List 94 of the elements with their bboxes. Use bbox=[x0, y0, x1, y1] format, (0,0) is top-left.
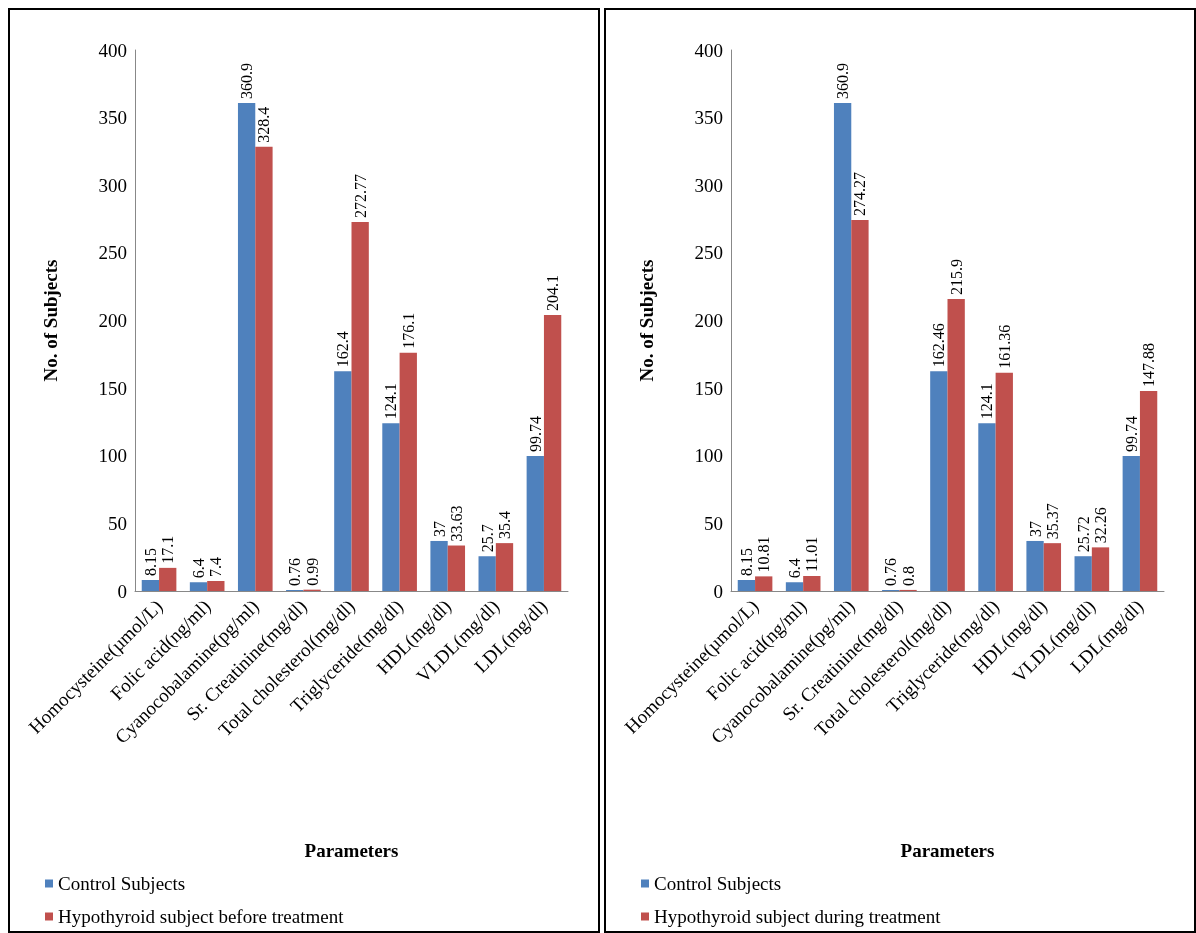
bar bbox=[478, 556, 496, 591]
data-label: 360.9 bbox=[238, 62, 256, 99]
y-tick-label: 150 bbox=[694, 377, 723, 399]
y-axis-title: No. of Subjects bbox=[636, 259, 657, 382]
bar bbox=[1139, 390, 1158, 591]
bar bbox=[930, 371, 948, 591]
bar bbox=[207, 580, 225, 591]
bar bbox=[237, 102, 256, 591]
bar bbox=[351, 222, 369, 591]
bar bbox=[1122, 456, 1140, 591]
bar bbox=[255, 146, 273, 591]
legend-label: Control Subjects bbox=[654, 873, 782, 894]
bar bbox=[785, 582, 804, 591]
bar bbox=[141, 579, 160, 591]
legend-label: Hypothyroid subject before treatment bbox=[58, 906, 345, 927]
y-tick-label: 350 bbox=[98, 107, 127, 129]
y-tick-label: 100 bbox=[694, 445, 723, 467]
bar bbox=[851, 220, 869, 591]
bar bbox=[995, 372, 1013, 591]
bar bbox=[159, 567, 177, 591]
data-label: 11.01 bbox=[803, 536, 821, 573]
bar bbox=[755, 576, 773, 591]
data-label: 10.81 bbox=[755, 536, 773, 573]
y-tick-label: 0 bbox=[713, 580, 723, 602]
data-label: 124.1 bbox=[382, 383, 400, 420]
data-label: 17.1 bbox=[159, 535, 177, 564]
data-label: 162.4 bbox=[334, 331, 352, 368]
y-tick-label: 400 bbox=[694, 39, 723, 61]
data-label: 35.4 bbox=[495, 511, 513, 540]
y-tick-label: 400 bbox=[98, 39, 127, 61]
bar bbox=[1026, 540, 1044, 591]
data-label: 35.37 bbox=[1043, 503, 1061, 540]
bar bbox=[1074, 556, 1092, 591]
data-label: 32.26 bbox=[1091, 507, 1109, 544]
y-tick-label: 250 bbox=[694, 242, 723, 264]
y-tick-label: 0 bbox=[117, 580, 127, 602]
data-label: 162.46 bbox=[930, 323, 948, 368]
data-label: 176.1 bbox=[399, 312, 417, 349]
data-label: 6.4 bbox=[190, 558, 208, 579]
bar bbox=[382, 423, 400, 591]
data-label: 99.74 bbox=[526, 416, 544, 453]
bar bbox=[1091, 547, 1110, 591]
bar bbox=[1043, 543, 1062, 591]
bar bbox=[803, 576, 821, 591]
y-tick-label: 50 bbox=[108, 512, 127, 534]
data-label: 6.4 bbox=[786, 558, 804, 579]
bar bbox=[189, 582, 208, 591]
bar bbox=[430, 540, 448, 591]
data-label: 0.8 bbox=[899, 565, 917, 586]
x-axis-title: Parameters bbox=[900, 840, 995, 861]
bar bbox=[978, 423, 996, 591]
data-label: 0.76 bbox=[882, 557, 900, 586]
bar bbox=[399, 352, 417, 591]
bar bbox=[447, 545, 466, 591]
data-label: 215.9 bbox=[947, 259, 965, 295]
data-label: 7.4 bbox=[207, 556, 225, 577]
data-label: 360.9 bbox=[834, 62, 852, 99]
x-axis-title: Parameters bbox=[304, 840, 399, 861]
bar bbox=[495, 543, 514, 591]
y-tick-label: 300 bbox=[694, 174, 723, 196]
bar bbox=[947, 299, 965, 591]
bar bbox=[737, 579, 756, 591]
y-tick-label: 200 bbox=[98, 310, 127, 331]
data-label: 37 bbox=[1026, 520, 1044, 537]
data-label: 328.4 bbox=[255, 106, 273, 143]
data-label: 33.63 bbox=[447, 505, 465, 542]
data-label: 124.1 bbox=[978, 383, 996, 420]
data-label: 8.15 bbox=[141, 547, 159, 576]
y-tick-label: 100 bbox=[98, 445, 127, 467]
legend-label: Control Subjects bbox=[58, 873, 186, 894]
data-label: 37 bbox=[430, 520, 448, 537]
y-tick-label: 300 bbox=[98, 174, 127, 196]
data-label: 0.76 bbox=[286, 557, 304, 586]
y-tick-label: 350 bbox=[694, 107, 723, 129]
legend-label: Hypothyroid subject during treatment bbox=[654, 906, 942, 927]
data-label: 25.72 bbox=[1074, 516, 1092, 553]
y-tick-label: 250 bbox=[98, 242, 127, 264]
bar bbox=[334, 371, 352, 591]
data-label: 147.88 bbox=[1140, 342, 1158, 387]
y-tick-label: 200 bbox=[694, 310, 723, 331]
data-label: 8.15 bbox=[737, 547, 755, 576]
bar bbox=[543, 314, 562, 591]
data-label: 161.36 bbox=[995, 324, 1013, 369]
data-label: 272.77 bbox=[351, 174, 369, 219]
data-label: 274.27 bbox=[851, 172, 869, 217]
data-label: 99.74 bbox=[1122, 416, 1140, 453]
data-label: 0.99 bbox=[303, 557, 321, 586]
y-tick-label: 50 bbox=[704, 512, 723, 534]
y-tick-label: 150 bbox=[98, 377, 127, 399]
bar bbox=[526, 456, 544, 591]
data-label: 204.1 bbox=[544, 274, 562, 311]
y-axis-title: No. of Subjects bbox=[40, 259, 61, 382]
bar bbox=[833, 102, 852, 591]
data-label: 25.7 bbox=[478, 524, 496, 553]
